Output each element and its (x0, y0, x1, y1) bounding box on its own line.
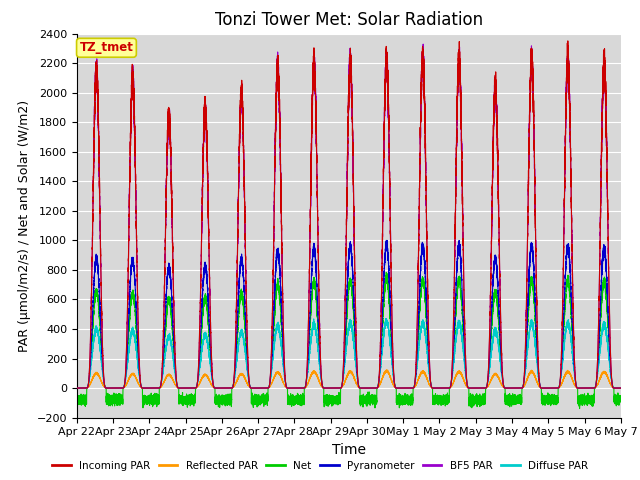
Legend: Incoming PAR, Reflected PAR, Net, Pyranometer, BF5 PAR, Diffuse PAR: Incoming PAR, Reflected PAR, Net, Pyrano… (48, 456, 592, 475)
Text: TZ_tmet: TZ_tmet (79, 41, 133, 54)
Title: Tonzi Tower Met: Solar Radiation: Tonzi Tower Met: Solar Radiation (215, 11, 483, 29)
X-axis label: Time: Time (332, 443, 366, 457)
Y-axis label: PAR (μmol/m2/s) / Net and Solar (W/m2): PAR (μmol/m2/s) / Net and Solar (W/m2) (18, 99, 31, 352)
